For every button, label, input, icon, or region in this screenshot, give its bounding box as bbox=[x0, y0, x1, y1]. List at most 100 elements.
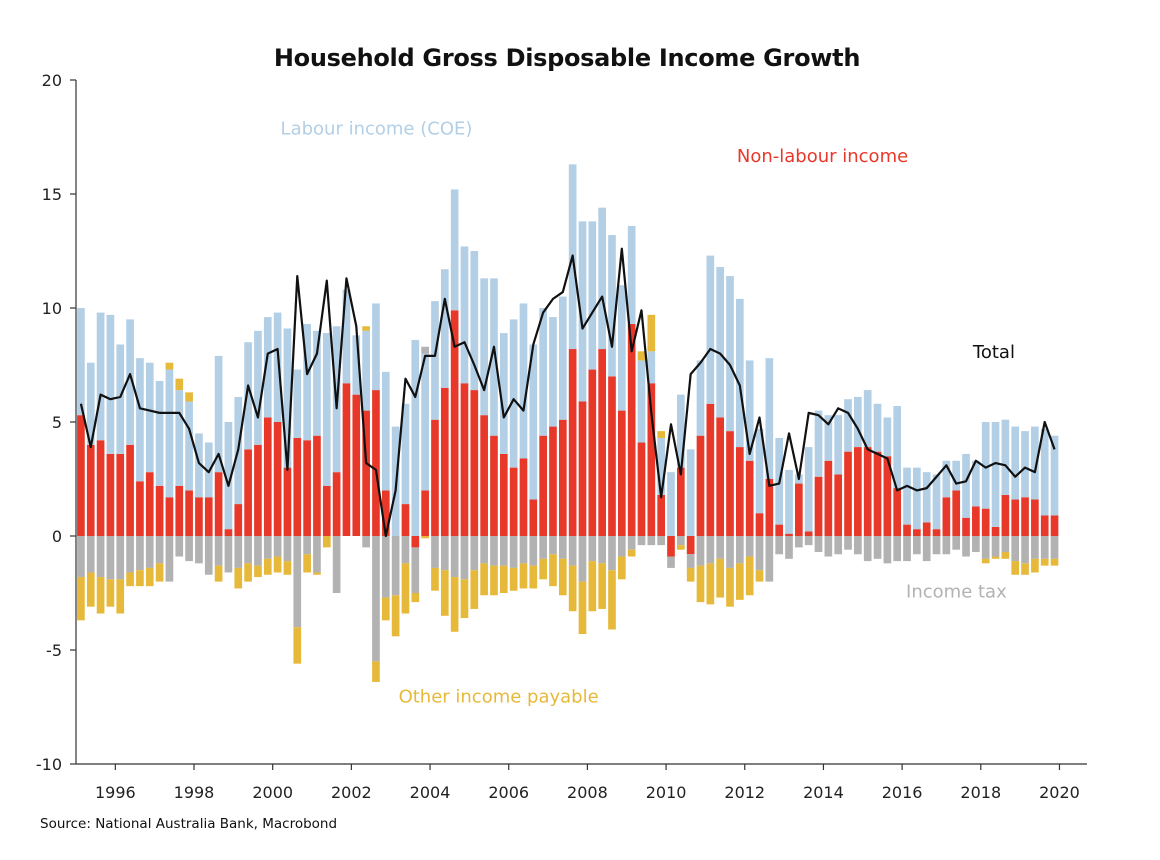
bar-income-tax bbox=[136, 536, 144, 571]
bar-other-payable bbox=[185, 392, 193, 402]
bar-income-tax bbox=[814, 536, 823, 552]
bar-nonlabour bbox=[224, 529, 233, 536]
bar-labour bbox=[470, 251, 479, 391]
bar-labour bbox=[667, 472, 675, 536]
bar-nonlabour bbox=[667, 536, 675, 557]
bar-labour bbox=[303, 323, 311, 441]
bar-nonlabour bbox=[480, 415, 488, 536]
bar-income-tax bbox=[421, 346, 429, 354]
bar-income-tax bbox=[568, 536, 577, 566]
bar-nonlabour bbox=[381, 490, 390, 536]
bar-income-tax bbox=[863, 536, 872, 562]
bar-labour bbox=[824, 415, 833, 461]
bar-nonlabour bbox=[293, 437, 302, 536]
bar-nonlabour bbox=[244, 449, 252, 536]
bar-other-payable bbox=[578, 581, 587, 635]
bar-nonlabour bbox=[785, 533, 793, 536]
bar-other-payable bbox=[450, 577, 459, 632]
bar-income-tax bbox=[303, 536, 311, 555]
bar-labour bbox=[460, 246, 469, 384]
bar-income-tax bbox=[883, 536, 892, 564]
y-tick-label: 5 bbox=[52, 413, 62, 432]
bar-nonlabour bbox=[185, 490, 193, 536]
bar-other-payable bbox=[637, 351, 646, 361]
bar-nonlabour bbox=[77, 415, 85, 536]
bar-other-payable bbox=[470, 570, 479, 609]
bar-income-tax bbox=[834, 536, 843, 555]
bar-labour bbox=[185, 401, 193, 491]
bar-income-tax bbox=[539, 536, 547, 559]
bar-nonlabour bbox=[657, 494, 665, 536]
bar-labour bbox=[529, 344, 538, 500]
bar-labour bbox=[608, 235, 616, 377]
bar-other-payable bbox=[991, 556, 1000, 559]
bar-labour bbox=[972, 460, 980, 507]
bar-income-tax bbox=[637, 536, 646, 546]
bar-other-payable bbox=[736, 563, 744, 600]
bar-income-tax bbox=[627, 536, 636, 550]
bar-labour bbox=[962, 453, 970, 518]
x-tick-label: 2014 bbox=[803, 783, 844, 802]
bar-labour bbox=[854, 396, 862, 448]
bar-nonlabour bbox=[539, 435, 547, 536]
bar-income-tax bbox=[86, 536, 95, 573]
bar-income-tax bbox=[313, 536, 321, 573]
bar-income-tax bbox=[657, 536, 665, 546]
bar-nonlabour bbox=[676, 467, 685, 536]
bar-nonlabour bbox=[617, 410, 626, 536]
bar-nonlabour bbox=[431, 419, 439, 536]
bar-labour bbox=[214, 355, 223, 473]
bar-income-tax bbox=[598, 536, 606, 564]
bar-nonlabour bbox=[342, 383, 351, 536]
bar-income-tax bbox=[854, 536, 862, 555]
bar-nonlabour bbox=[558, 419, 567, 536]
bar-income-tax bbox=[844, 536, 852, 550]
bar-nonlabour bbox=[1011, 499, 1020, 536]
bar-nonlabour bbox=[86, 444, 95, 536]
bar-labour bbox=[647, 351, 656, 384]
bar-other-payable bbox=[106, 579, 115, 607]
bar-other-payable bbox=[77, 577, 85, 621]
bar-other-payable bbox=[293, 627, 302, 664]
bar-labour bbox=[195, 433, 203, 498]
bar-labour bbox=[716, 266, 724, 418]
bar-other-payable bbox=[401, 563, 410, 614]
bar-nonlabour bbox=[578, 401, 587, 536]
bar-income-tax bbox=[1001, 536, 1010, 552]
bar-labour bbox=[224, 422, 233, 530]
bar-other-payable bbox=[263, 558, 272, 575]
bar-nonlabour bbox=[981, 508, 990, 536]
y-tick-label: -10 bbox=[36, 755, 62, 774]
bar-other-payable bbox=[676, 545, 685, 550]
bar-income-tax bbox=[686, 554, 695, 568]
bar-nonlabour bbox=[411, 536, 420, 548]
bar-nonlabour bbox=[490, 435, 498, 536]
bar-income-tax bbox=[785, 536, 793, 559]
x-tick-label: 2002 bbox=[331, 783, 372, 802]
annotation-total: Total bbox=[972, 342, 1015, 363]
bar-nonlabour bbox=[627, 323, 636, 536]
bar-labour bbox=[1040, 428, 1049, 516]
bar-income-tax bbox=[165, 536, 174, 582]
bar-income-tax bbox=[254, 536, 262, 566]
bar-other-payable bbox=[647, 314, 656, 352]
bar-income-tax bbox=[470, 536, 479, 571]
bar-nonlabour bbox=[1031, 499, 1039, 536]
bar-other-payable bbox=[322, 536, 331, 548]
series-annotations: Labour income (COE) Non-labour income Tota… bbox=[281, 119, 1015, 708]
bar-other-payable bbox=[362, 326, 370, 331]
x-tick-label: 2018 bbox=[960, 783, 1001, 802]
bar-labour bbox=[755, 428, 764, 514]
x-tick-label: 2004 bbox=[410, 783, 451, 802]
annotation-income-tax: Income tax bbox=[906, 582, 1007, 603]
bar-nonlabour bbox=[834, 474, 843, 536]
bar-income-tax bbox=[293, 536, 302, 628]
bar-nonlabour bbox=[972, 506, 980, 536]
bar-income-tax bbox=[667, 556, 675, 568]
annotation-other-payable: Other income payable bbox=[399, 686, 599, 707]
bar-nonlabour bbox=[401, 504, 410, 536]
bar-labour bbox=[736, 298, 744, 448]
bar-labour bbox=[686, 449, 695, 536]
bar-labour bbox=[893, 406, 902, 489]
bar-income-tax bbox=[913, 536, 921, 555]
